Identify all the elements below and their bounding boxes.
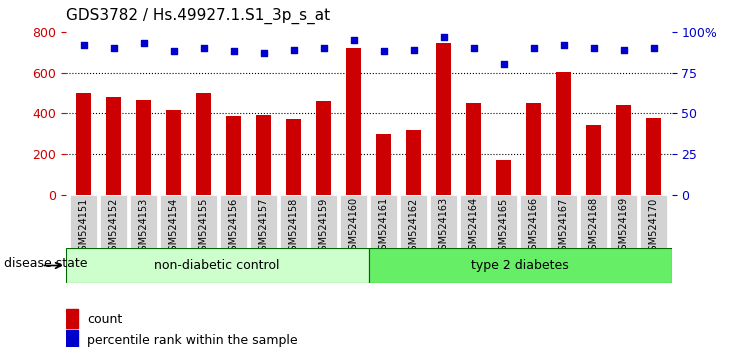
Bar (226, 116, 241, 195)
Text: GSM524169: GSM524169 (618, 198, 629, 257)
FancyBboxPatch shape (280, 195, 307, 248)
Text: GSM524170: GSM524170 (648, 198, 658, 257)
Point (408, 47, 420, 53)
Text: disease state: disease state (4, 257, 87, 270)
Text: GSM524156: GSM524156 (228, 198, 239, 257)
Text: GSM524159: GSM524159 (319, 198, 328, 257)
Bar (466, 103, 481, 195)
Point (138, 40, 150, 46)
Bar (556, 72, 571, 195)
Bar (496, 160, 511, 195)
Point (288, 47, 299, 53)
FancyBboxPatch shape (460, 195, 487, 248)
Point (228, 48, 239, 54)
Text: GSM524162: GSM524162 (409, 198, 418, 257)
Bar (166, 110, 181, 195)
Bar (346, 48, 361, 195)
Text: GSM524164: GSM524164 (469, 198, 479, 257)
Bar (316, 101, 331, 195)
Text: GSM524167: GSM524167 (558, 198, 569, 257)
Bar (76, 93, 91, 195)
Point (318, 45, 329, 51)
FancyBboxPatch shape (520, 195, 547, 248)
Point (618, 47, 629, 53)
Point (168, 48, 180, 54)
FancyBboxPatch shape (130, 195, 157, 248)
Text: GSM524163: GSM524163 (439, 198, 449, 257)
Point (498, 62, 510, 67)
FancyBboxPatch shape (66, 248, 369, 283)
Text: GSM524161: GSM524161 (379, 198, 388, 257)
Bar (616, 105, 631, 195)
Point (378, 48, 390, 54)
Text: GSM524151: GSM524151 (79, 198, 89, 257)
Point (528, 45, 539, 51)
Bar (376, 133, 391, 195)
Point (438, 34, 450, 40)
FancyBboxPatch shape (100, 195, 127, 248)
Point (258, 50, 269, 56)
FancyBboxPatch shape (369, 248, 672, 283)
Point (468, 45, 480, 51)
Bar (66, 330, 78, 349)
Bar (256, 115, 271, 195)
FancyBboxPatch shape (191, 195, 217, 248)
Text: percentile rank within the sample: percentile rank within the sample (87, 334, 298, 347)
Point (78, 42, 90, 48)
Bar (137, 100, 151, 195)
Bar (196, 93, 211, 195)
Bar (646, 118, 661, 195)
FancyBboxPatch shape (610, 195, 637, 248)
FancyBboxPatch shape (370, 195, 397, 248)
Bar (286, 119, 301, 195)
Text: GSM524157: GSM524157 (258, 198, 269, 257)
FancyBboxPatch shape (250, 195, 277, 248)
Text: count: count (87, 313, 122, 326)
FancyBboxPatch shape (220, 195, 247, 248)
Text: GSM524168: GSM524168 (588, 198, 599, 257)
Bar (106, 97, 121, 195)
FancyBboxPatch shape (70, 195, 97, 248)
Point (198, 45, 210, 51)
Bar (436, 43, 451, 195)
Text: GSM524153: GSM524153 (139, 198, 149, 257)
FancyBboxPatch shape (160, 195, 187, 248)
Text: non-diabetic control: non-diabetic control (155, 259, 280, 272)
Bar (406, 130, 421, 195)
FancyBboxPatch shape (490, 195, 517, 248)
Point (588, 45, 599, 51)
Text: GSM524160: GSM524160 (349, 198, 358, 257)
Text: GSM524154: GSM524154 (169, 198, 179, 257)
Text: GSM524165: GSM524165 (499, 198, 509, 257)
Text: GSM524152: GSM524152 (109, 198, 119, 257)
FancyBboxPatch shape (310, 195, 337, 248)
FancyBboxPatch shape (640, 195, 667, 248)
FancyBboxPatch shape (550, 195, 577, 248)
Text: type 2 diabetes: type 2 diabetes (472, 259, 569, 272)
Bar (586, 126, 601, 195)
Point (648, 45, 659, 51)
FancyBboxPatch shape (400, 195, 427, 248)
FancyBboxPatch shape (340, 195, 367, 248)
FancyBboxPatch shape (580, 195, 607, 248)
Text: GSM524166: GSM524166 (529, 198, 539, 257)
Text: GSM524158: GSM524158 (288, 198, 299, 257)
FancyBboxPatch shape (430, 195, 457, 248)
Point (558, 42, 569, 48)
Point (347, 37, 359, 43)
Text: GDS3782 / Hs.49927.1.S1_3p_s_at: GDS3782 / Hs.49927.1.S1_3p_s_at (66, 8, 330, 24)
Text: GSM524155: GSM524155 (199, 198, 209, 257)
Bar (66, 309, 78, 328)
Bar (526, 103, 541, 195)
Point (108, 45, 120, 51)
